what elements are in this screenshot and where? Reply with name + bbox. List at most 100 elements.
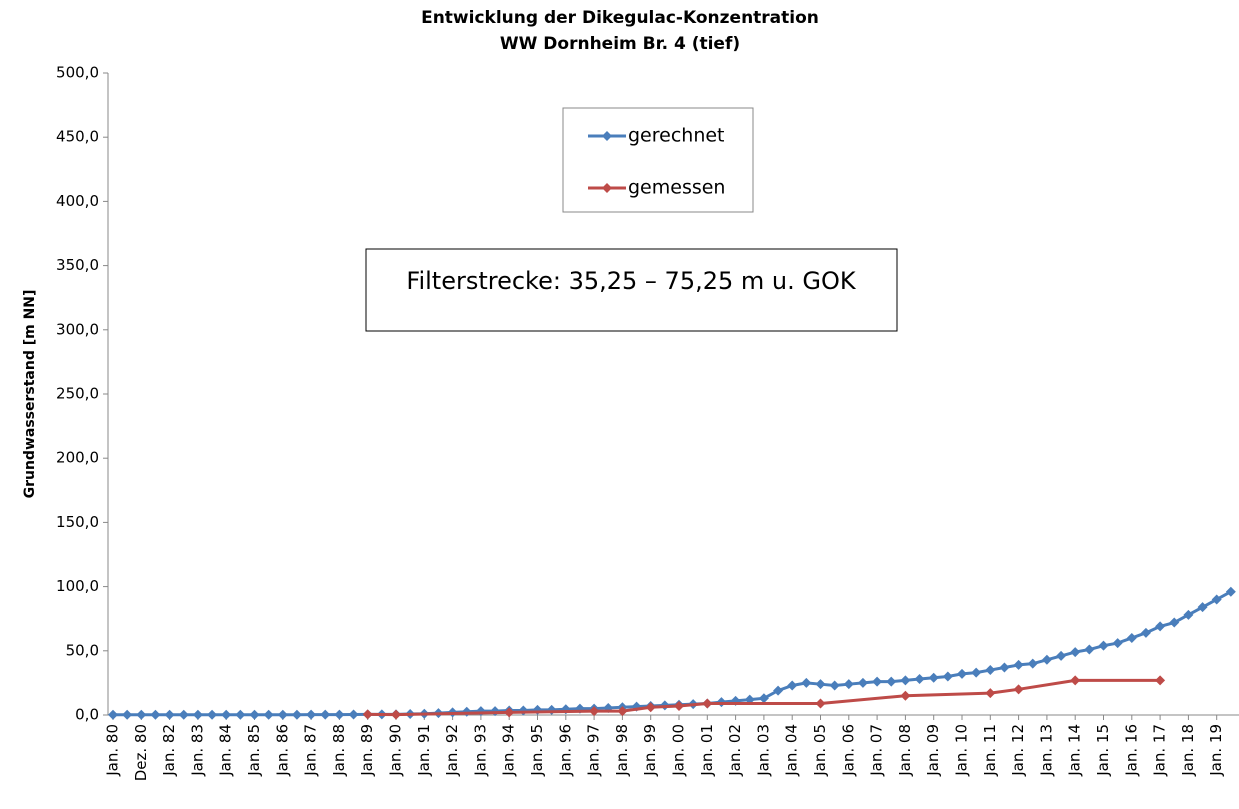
y-tick-label: 150,0 — [56, 513, 99, 531]
x-tick-label: Jan. 84 — [217, 724, 235, 777]
x-tick-label: Jan. 12 — [1009, 724, 1027, 777]
x-tick-label: Jan. 92 — [443, 724, 461, 777]
y-tick-label: 400,0 — [56, 192, 99, 210]
x-tick-label: Jan. 88 — [330, 724, 348, 777]
point — [306, 709, 317, 720]
y-tick-label: 250,0 — [56, 385, 99, 403]
point — [1169, 617, 1180, 628]
point — [857, 677, 868, 688]
point — [645, 702, 656, 713]
point — [348, 709, 359, 720]
point — [249, 709, 260, 720]
point — [122, 709, 133, 720]
x-tick-label: Jan. 97 — [585, 724, 603, 777]
x-tick-label: Jan. 99 — [641, 724, 659, 777]
x-tick-label: Jan. 82 — [160, 724, 178, 777]
y-tick-label: 300,0 — [56, 320, 99, 338]
point — [829, 680, 840, 691]
x-tick-label: Jan. 15 — [1094, 724, 1112, 777]
point — [1155, 675, 1166, 686]
point — [362, 709, 373, 720]
legend-box — [562, 107, 754, 213]
point — [320, 709, 331, 720]
point — [985, 688, 996, 699]
x-tick-label: Jan. 93 — [471, 724, 489, 777]
point — [957, 668, 967, 679]
x-tick-label: Jan. 06 — [839, 724, 857, 777]
point — [1027, 658, 1038, 669]
x-tick-label: Jan. 85 — [245, 724, 263, 777]
y-tick-label: 200,0 — [56, 449, 99, 467]
x-tick-label: Jan. 90 — [387, 724, 405, 777]
point — [985, 665, 996, 676]
point — [1013, 684, 1024, 695]
x-tick-label: Jan. 05 — [811, 724, 829, 777]
point — [235, 709, 246, 720]
point — [1056, 650, 1067, 661]
point — [928, 672, 939, 683]
point — [391, 709, 401, 720]
point — [1183, 609, 1194, 620]
x-tick-label: Jan. 04 — [783, 724, 801, 777]
point — [617, 706, 628, 717]
x-tick-label: Jan. 89 — [358, 724, 376, 777]
y-tick-label: 50,0 — [66, 641, 99, 659]
point — [886, 676, 897, 687]
x-tick-label: Jan. 87 — [302, 724, 320, 777]
point — [971, 667, 982, 678]
point — [999, 662, 1010, 673]
point — [702, 698, 713, 709]
chart-subtitle: WW Dornheim Br. 4 (tief) — [500, 34, 740, 54]
annotation-box — [365, 248, 898, 332]
x-tick-label: Jan. 83 — [188, 724, 206, 777]
y-tick-label: 100,0 — [56, 577, 99, 595]
x-tick-label: Jan. 10 — [953, 724, 971, 777]
x-tick-label: Jan. 09 — [924, 724, 942, 777]
x-tick-label: Jan. 80 — [104, 724, 122, 777]
point — [178, 709, 189, 720]
point — [900, 690, 911, 701]
x-tick-label: Jan. 00 — [670, 724, 688, 777]
legend-marker — [602, 131, 612, 141]
point — [773, 685, 784, 696]
x-tick-label: Jan. 08 — [896, 724, 914, 777]
x-tick-label: Jan. 16 — [1122, 724, 1140, 777]
point — [1140, 627, 1151, 638]
point — [843, 679, 854, 690]
point — [758, 693, 769, 704]
point — [1155, 621, 1166, 632]
point — [207, 709, 218, 720]
point — [872, 676, 883, 687]
point — [1112, 638, 1123, 649]
point — [192, 709, 203, 720]
point — [1041, 654, 1052, 665]
x-tick-label: Jan. 91 — [415, 724, 433, 777]
point — [334, 709, 345, 720]
x-tick-label: Jan. 17 — [1151, 724, 1169, 777]
point — [1070, 675, 1081, 686]
point — [263, 709, 274, 720]
point — [787, 680, 798, 691]
x-tick-label: Jan. 01 — [698, 724, 716, 777]
x-tick-label: Dez. 80 — [132, 724, 150, 781]
point — [136, 709, 147, 720]
y-tick-label: 450,0 — [56, 128, 99, 146]
point — [164, 709, 175, 720]
point — [108, 709, 118, 720]
x-tick-label: Jan. 86 — [273, 724, 291, 777]
x-tick-label: Jan. 94 — [500, 724, 518, 777]
point — [815, 698, 826, 709]
series-line — [367, 678, 1161, 717]
chart-title: Entwicklung der Dikegulac-Konzentration — [421, 8, 819, 28]
point — [504, 707, 515, 718]
x-tick-label: Jan. 11 — [981, 724, 999, 777]
point — [815, 679, 826, 690]
point — [589, 706, 600, 717]
x-tick-label: Jan. 13 — [1037, 724, 1055, 777]
x-tick-label: Jan. 98 — [613, 724, 631, 777]
point — [1126, 632, 1137, 643]
x-tick-label: Jan. 14 — [1066, 724, 1084, 777]
x-tick-label: Jan. 07 — [868, 724, 886, 777]
point — [221, 709, 232, 720]
